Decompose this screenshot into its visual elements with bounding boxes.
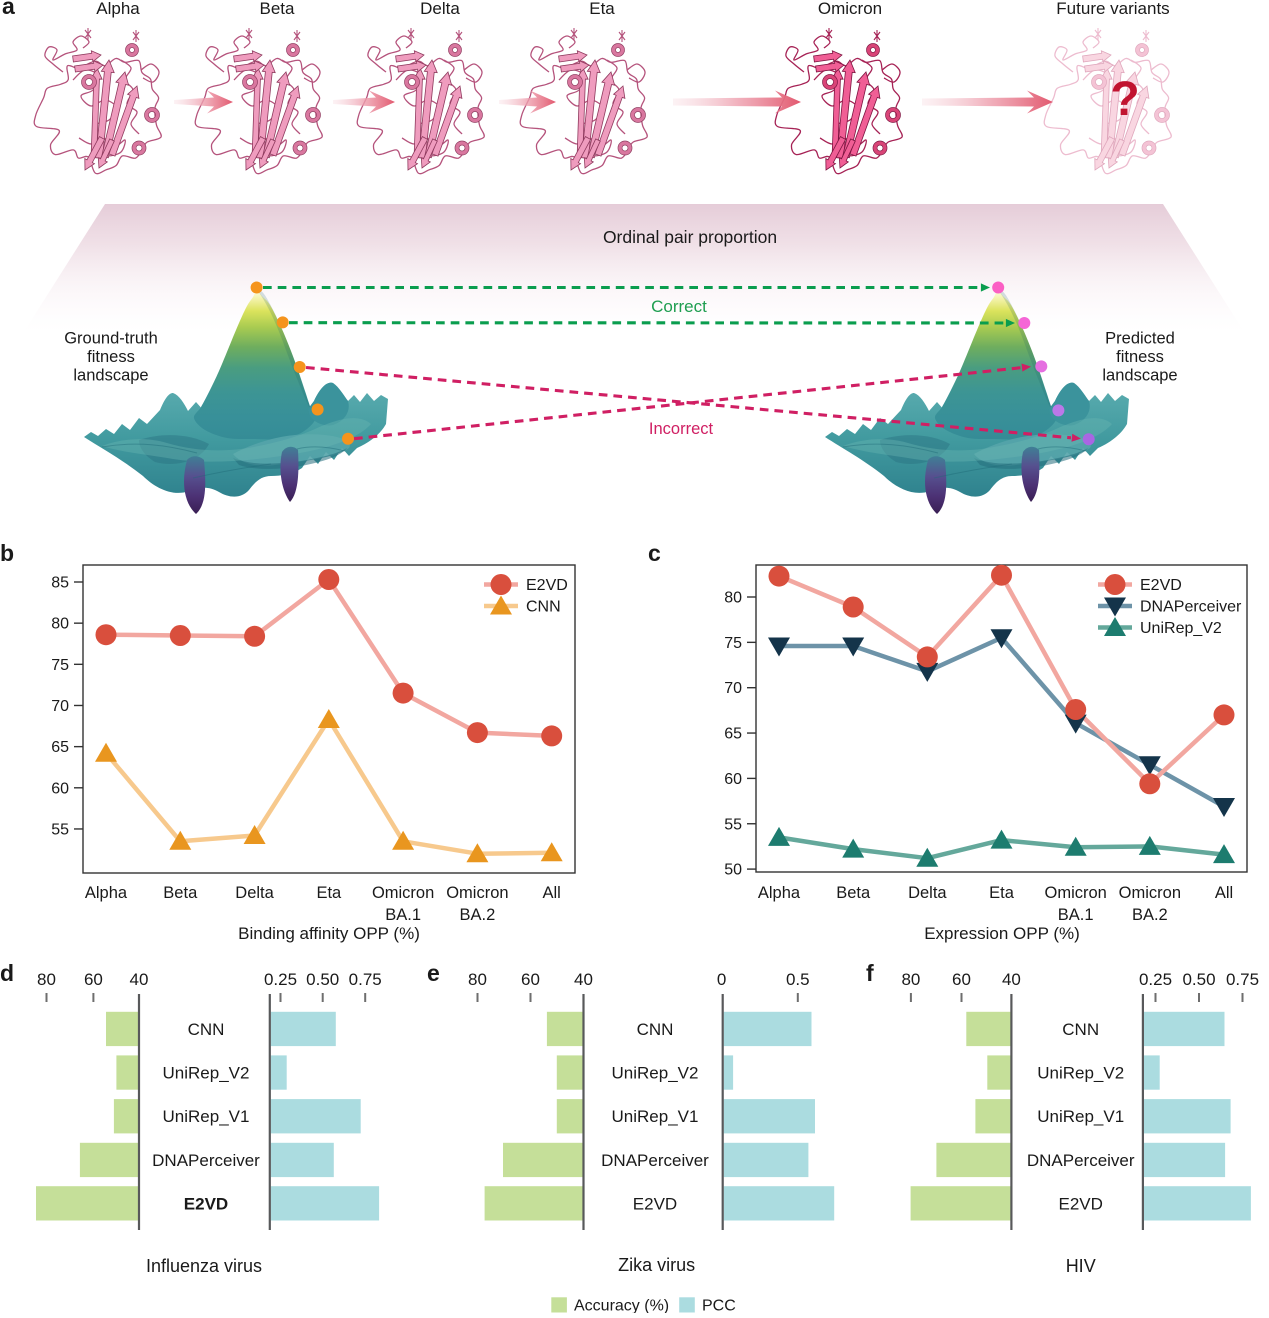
svg-text:0.50: 0.50 [1182,970,1215,989]
svg-text:PCC: PCC [702,1298,736,1314]
svg-text:75: 75 [51,657,69,674]
svg-text:b: b [0,540,14,566]
svg-text:E2VD: E2VD [526,577,568,594]
svg-text:UniRep_V1: UniRep_V1 [1037,1107,1124,1126]
svg-text:BA.2: BA.2 [1132,906,1168,924]
svg-text:E2VD: E2VD [1140,577,1182,594]
svg-text:Incorrect: Incorrect [649,420,714,438]
svg-text:Influenza virus: Influenza virus [146,1256,262,1276]
svg-text:0.5: 0.5 [786,970,810,989]
svg-text:80: 80 [901,970,920,989]
svg-text:UniRep_V1: UniRep_V1 [163,1107,250,1126]
svg-text:Ground-truth: Ground-truth [64,330,158,348]
svg-text:80: 80 [51,616,69,633]
svg-text:Binding affinity OPP (%): Binding affinity OPP (%) [238,924,420,943]
svg-text:a: a [2,0,15,19]
svg-text:Eta: Eta [316,884,342,902]
svg-text:40: 40 [1002,970,1021,989]
svg-text:c: c [648,540,661,566]
svg-text:Beta: Beta [836,884,871,902]
svg-text:UniRep_V2: UniRep_V2 [1140,620,1222,637]
svg-text:Omicron: Omicron [1045,884,1107,902]
svg-text:?: ? [1110,73,1139,126]
svg-text:0.25: 0.25 [264,970,297,989]
svg-text:Zika virus: Zika virus [618,1255,695,1275]
svg-text:40: 40 [574,970,593,989]
svg-text:UniRep_V1: UniRep_V1 [612,1107,699,1126]
svg-text:e: e [427,960,440,986]
svg-text:70: 70 [724,680,742,697]
svg-text:DNAPerceiver: DNAPerceiver [601,1151,709,1170]
svg-text:landscape: landscape [73,367,148,385]
svg-text:E2VD: E2VD [1058,1194,1102,1213]
svg-text:UniRep_V2: UniRep_V2 [612,1064,699,1083]
svg-text:Omicron: Omicron [1119,884,1181,902]
svg-text:Predicted: Predicted [1105,330,1175,348]
svg-text:Delta: Delta [908,884,947,902]
svg-text:65: 65 [51,739,69,756]
svg-text:Future variants: Future variants [1056,0,1169,18]
svg-text:Eta: Eta [989,884,1015,902]
svg-text:0.75: 0.75 [1226,970,1259,989]
svg-text:Correct: Correct [651,297,707,316]
svg-text:BA.1: BA.1 [385,906,421,924]
svg-text:0.75: 0.75 [349,970,382,989]
svg-text:50: 50 [724,862,742,879]
svg-text:d: d [0,960,14,986]
svg-text:40: 40 [130,970,149,989]
svg-text:0.50: 0.50 [306,970,339,989]
svg-text:Eta: Eta [589,0,615,18]
svg-text:60: 60 [724,771,742,788]
svg-text:E2VD: E2VD [633,1194,677,1213]
svg-text:80: 80 [37,970,56,989]
svg-text:Alpha: Alpha [758,884,801,902]
svg-text:landscape: landscape [1102,367,1177,385]
svg-text:60: 60 [521,970,540,989]
svg-text:UniRep_V2: UniRep_V2 [163,1064,250,1083]
svg-text:Delta: Delta [420,0,460,18]
svg-text:CNN: CNN [526,599,561,616]
svg-text:CNN: CNN [1062,1020,1099,1039]
svg-text:80: 80 [724,590,742,607]
svg-text:80: 80 [468,970,487,989]
svg-text:CNN: CNN [637,1020,674,1039]
svg-text:Omicron: Omicron [372,884,434,902]
svg-text:Alpha: Alpha [96,0,140,18]
svg-text:0: 0 [717,970,726,989]
svg-text:Expression OPP (%): Expression OPP (%) [924,924,1080,943]
svg-text:All: All [543,884,561,902]
svg-text:CNN: CNN [188,1020,225,1039]
svg-text:DNAPerceiver: DNAPerceiver [1140,599,1242,616]
svg-text:DNAPerceiver: DNAPerceiver [1027,1151,1135,1170]
svg-text:DNAPerceiver: DNAPerceiver [152,1151,260,1170]
svg-text:Accuracy (%): Accuracy (%) [574,1298,669,1314]
svg-text:85: 85 [51,575,69,592]
svg-text:Delta: Delta [235,884,274,902]
svg-text:Omicron: Omicron [446,884,508,902]
svg-text:Alpha: Alpha [85,884,128,902]
svg-text:60: 60 [51,780,69,797]
svg-text:70: 70 [51,698,69,715]
svg-text:Ordinal pair proportion: Ordinal pair proportion [603,227,777,247]
svg-text:75: 75 [724,635,742,652]
svg-text:Beta: Beta [260,0,296,18]
svg-text:65: 65 [724,726,742,743]
svg-text:BA.1: BA.1 [1058,906,1094,924]
svg-text:fitness: fitness [1116,348,1164,366]
svg-text:Omicron: Omicron [818,0,882,18]
svg-text:fitness: fitness [87,348,135,366]
svg-text:All: All [1215,884,1233,902]
svg-text:E2VD: E2VD [184,1194,228,1213]
svg-text:f: f [866,960,874,986]
svg-text:0.25: 0.25 [1139,970,1172,989]
svg-text:60: 60 [84,970,103,989]
svg-text:HIV: HIV [1066,1256,1096,1276]
svg-text:UniRep_V2: UniRep_V2 [1037,1064,1124,1083]
svg-text:BA.2: BA.2 [460,906,496,924]
svg-text:55: 55 [51,821,69,838]
svg-text:Beta: Beta [163,884,198,902]
svg-text:60: 60 [952,970,971,989]
svg-text:55: 55 [724,816,742,833]
